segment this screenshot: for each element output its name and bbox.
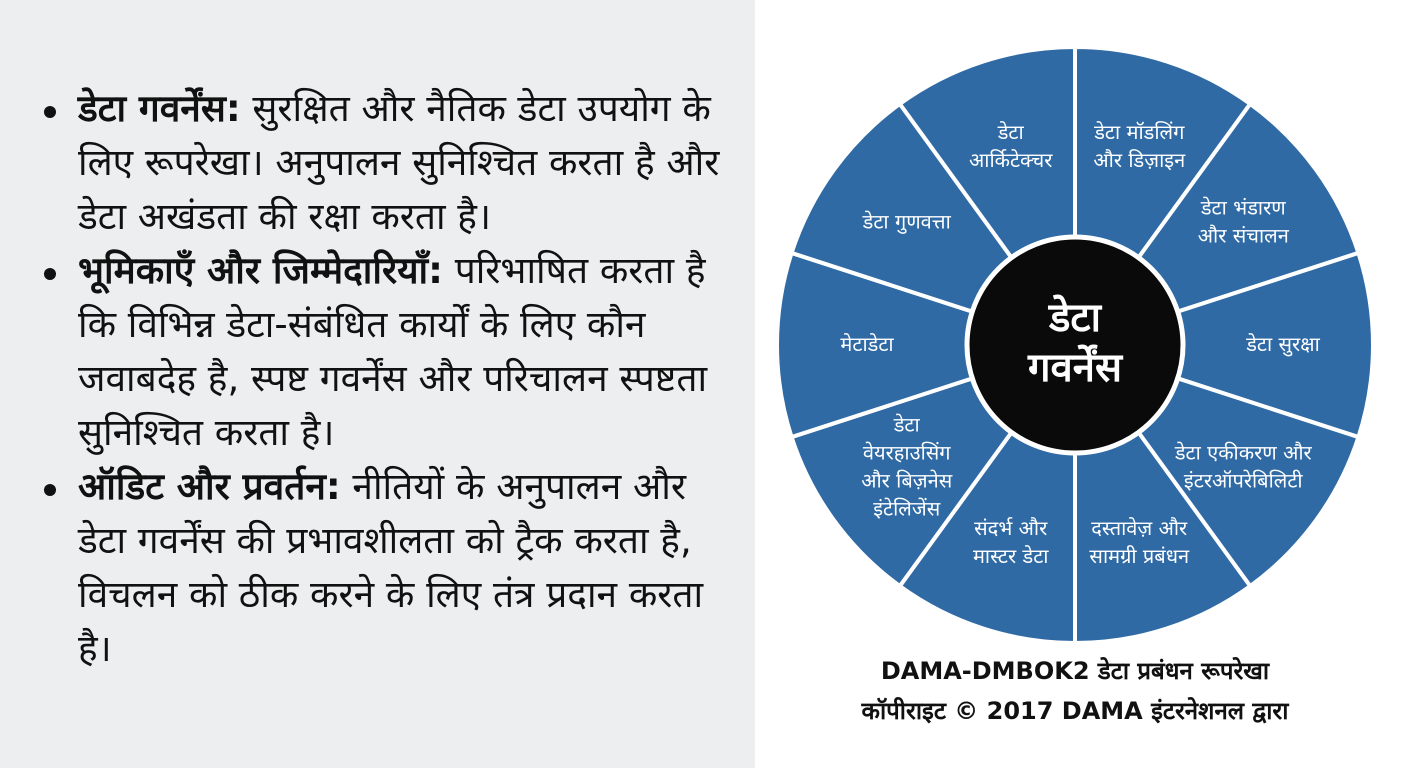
- label-line: और बिज़नेस: [861, 468, 953, 492]
- label-line: दस्तावेज़ और: [1091, 515, 1188, 539]
- wheel-segment: [1068, 250, 1375, 440]
- label: डेटा आर्किटेक्चर: [969, 120, 1053, 172]
- label-line: डेटा गुणवत्ता: [862, 209, 952, 234]
- bullet-term: डेटा गवर्नेंस:: [78, 87, 241, 130]
- wheel-segment: [775, 250, 1082, 440]
- label-line: इंटेलिजेंस: [873, 496, 940, 520]
- label: DAMA-DMBOK2 डेटा प्रबंधन रूपरेखा कॉपीराइट…: [861, 657, 1290, 725]
- label-line: संदर्भ और: [974, 515, 1048, 539]
- label-line: मेटाडेटा: [840, 332, 894, 356]
- label-line: आर्किटेक्चर: [969, 148, 1053, 172]
- label: मेटाडेटा: [840, 332, 894, 356]
- label-line: वेयरहाउसिंग: [863, 440, 951, 464]
- label-line: डेटा मॉडलिंग: [1093, 120, 1185, 144]
- label: डेटा मॉडलिंग और डिज़ाइन: [1093, 120, 1186, 172]
- label-line: डेटा: [893, 412, 921, 436]
- label: डेटा गुणवत्ता: [862, 209, 952, 234]
- center-circle: [964, 234, 1186, 456]
- bullet: ऑडिट और प्रवर्तन: नीतियों के अनुपालन और …: [40, 460, 720, 676]
- label-line: डेटा एकीकरण और: [1174, 440, 1313, 464]
- label: डेटा गवर्नेंस: [1027, 294, 1124, 391]
- label-line: मास्टर डेटा: [973, 543, 1049, 567]
- bullet-list: डेटा गवर्नेंस: सुरक्षित और नैतिक डेटा उप…: [40, 82, 720, 676]
- label-line: डेटा: [1047, 294, 1103, 341]
- bullet-text: परिभाषित करता है कि विभिन्न डेटा-संबंधित…: [78, 249, 708, 454]
- label-line: गवर्नेंस: [1027, 344, 1124, 391]
- label-line: और डिज़ाइन: [1093, 148, 1186, 172]
- label-line: डेटा सुरक्षा: [1245, 332, 1320, 357]
- label: डेटा भंडारण और संचालन: [1198, 195, 1290, 247]
- label: डेटा एकीकरण और इंटरऑपरेबिलिटी: [1174, 440, 1313, 492]
- text-panel: डेटा गवर्नेंस: सुरक्षित और नैतिक डेटा उप…: [0, 0, 755, 768]
- label: दस्तावेज़ और सामग्री प्रबंधन: [1089, 515, 1190, 567]
- bullet: डेटा गवर्नेंस: सुरक्षित और नैतिक डेटा उप…: [40, 82, 720, 244]
- bullet-text: नीतियों के अनुपालन और डेटा गवर्नेंस की प…: [78, 465, 704, 670]
- label-line: और संचालन: [1198, 223, 1290, 247]
- label-line: कॉपीराइट © 2017 DAMA इंटरनेशनल द्वारा: [861, 697, 1290, 725]
- label: डेटा सुरक्षा: [1245, 332, 1320, 357]
- bullet: भूमिकाएँ और जिम्मेदारियाँ: परिभाषित करता…: [40, 244, 720, 460]
- bullet-term: ऑडिट और प्रवर्तन:: [78, 465, 341, 508]
- bullet-term: भूमिकाएँ और जिम्मेदारियाँ:: [78, 249, 443, 292]
- label-line: सामग्री प्रबंधन: [1089, 543, 1190, 567]
- label: संदर्भ और मास्टर डेटा: [973, 515, 1049, 567]
- label-line: डेटा: [997, 120, 1025, 144]
- label: डेटा वेयरहाउसिंग और बिज़नेस इंटेलिजेंस: [861, 412, 953, 520]
- bullet-text: सुरक्षित और नैतिक डेटा उपयोग के लिए रूपर…: [78, 87, 720, 238]
- label-line: डेटा भंडारण: [1200, 195, 1286, 219]
- label-line: इंटरऑपरेबिलिटी: [1184, 468, 1303, 492]
- label-line: DAMA-DMBOK2 डेटा प्रबंधन रूपरेखा: [881, 657, 1270, 685]
- diagram: डेटा मॉडलिंग और डिज़ाइन डेटा भंडारण और संचा…: [775, 44, 1375, 725]
